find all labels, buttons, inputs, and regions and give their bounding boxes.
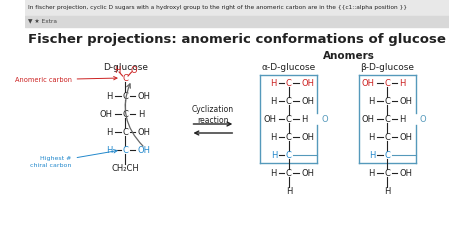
Text: O: O (130, 66, 137, 75)
Text: D-glucose: D-glucose (103, 62, 148, 71)
Text: H: H (368, 132, 374, 141)
Text: C: C (384, 168, 390, 177)
Text: O: O (321, 114, 328, 123)
Text: H: H (384, 186, 390, 196)
Text: C: C (286, 150, 292, 159)
Text: C: C (384, 114, 390, 123)
Text: C: C (286, 96, 292, 105)
Text: H: H (270, 96, 276, 105)
Text: H: H (270, 168, 276, 177)
Text: C: C (384, 96, 390, 105)
Text: H: H (107, 146, 113, 155)
Text: H: H (369, 150, 375, 159)
Text: O: O (419, 114, 426, 123)
Text: C: C (122, 146, 128, 155)
Text: C: C (384, 150, 390, 159)
Text: H: H (400, 114, 406, 123)
Text: H: H (107, 92, 113, 101)
Text: H: H (400, 78, 406, 87)
Text: OH: OH (264, 114, 276, 123)
Bar (25, 0, 449, 16)
Text: Anomers: Anomers (323, 51, 374, 61)
Text: OH: OH (362, 114, 374, 123)
Text: Highest #
chiral carbon: Highest # chiral carbon (30, 156, 72, 168)
Text: H: H (301, 114, 308, 123)
Text: H: H (270, 78, 276, 87)
Text: OH: OH (400, 132, 412, 141)
Text: H: H (270, 132, 276, 141)
Text: Fischer projections: anomeric conformations of glucose: Fischer projections: anomeric conformati… (28, 34, 446, 46)
Text: OH: OH (138, 146, 151, 155)
Text: OH: OH (301, 132, 314, 141)
Text: C: C (286, 168, 292, 177)
Text: C: C (122, 73, 128, 83)
Bar (25, 16, 449, 27)
Text: Anomeric carbon: Anomeric carbon (15, 77, 72, 83)
Text: OH: OH (301, 78, 314, 87)
Text: C: C (122, 110, 128, 119)
Text: H: H (138, 110, 144, 119)
FancyArrowPatch shape (125, 84, 143, 146)
Text: H: H (368, 168, 374, 177)
Text: OH: OH (400, 96, 412, 105)
Text: In fischer projection, cyclic D sugars with a hydroxyl group to the right of the: In fischer projection, cyclic D sugars w… (28, 6, 407, 10)
Text: CH₂CH: CH₂CH (111, 164, 139, 173)
Text: C: C (384, 78, 390, 87)
Text: OH: OH (138, 128, 151, 137)
Text: α-D-glucose: α-D-glucose (262, 62, 316, 71)
Text: C: C (286, 114, 292, 123)
Text: β-D-glucose: β-D-glucose (360, 62, 414, 71)
Text: OH: OH (301, 168, 314, 177)
Text: OH: OH (301, 96, 314, 105)
Text: C: C (122, 92, 128, 101)
Text: C: C (286, 78, 292, 87)
Text: C: C (286, 132, 292, 141)
Text: C: C (122, 128, 128, 137)
Text: H: H (114, 66, 120, 75)
Text: ▼ ★ Extra: ▼ ★ Extra (28, 19, 57, 24)
Text: OH: OH (100, 110, 113, 119)
Text: H: H (107, 128, 113, 137)
Text: H: H (271, 150, 277, 159)
Text: H: H (368, 96, 374, 105)
Text: C: C (384, 132, 390, 141)
Text: Cyclization
reaction: Cyclization reaction (192, 105, 234, 125)
Text: H: H (286, 186, 292, 196)
Text: OH: OH (138, 92, 151, 101)
Text: OH: OH (362, 78, 374, 87)
Text: OH: OH (400, 168, 412, 177)
